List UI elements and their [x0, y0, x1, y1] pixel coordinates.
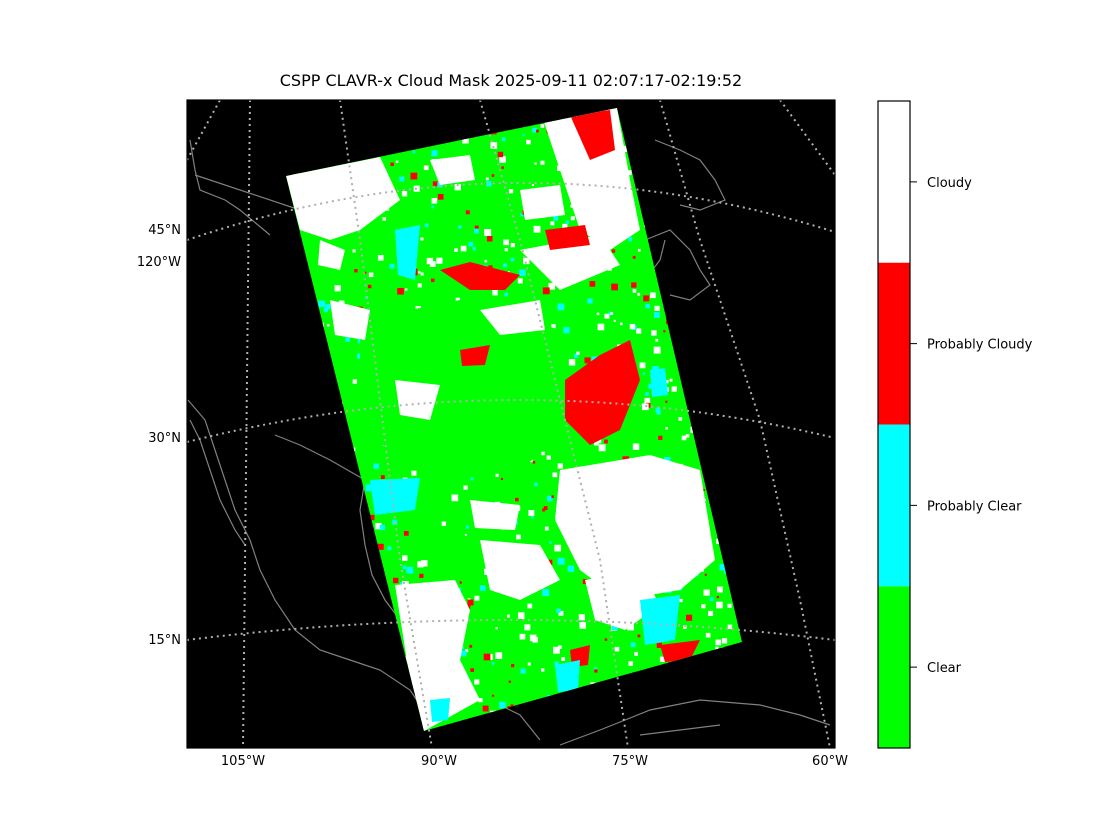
latitude-labels: 45°N 120°W 30°N 15°N [137, 223, 181, 648]
figure-title: CSPP CLAVR-x Cloud Mask 2025-09-11 02:07… [280, 71, 742, 90]
colorbar-segment-cloudy [878, 101, 910, 263]
lon-label-105w: 105°W [221, 754, 265, 769]
lat-label-30n: 30°N [148, 431, 181, 446]
colorbar-label-probably-clear: Probably Clear [927, 499, 1022, 514]
colorbar-label-clear: Clear [927, 661, 962, 676]
colorbar-label-cloudy: Cloudy [927, 176, 972, 191]
lat-label-15n: 15°N [148, 633, 181, 648]
lon-label-90w: 90°W [421, 754, 457, 769]
longitude-labels: 105°W 90°W 75°W 60°W [221, 754, 848, 769]
lon-label-60w: 60°W [812, 754, 848, 769]
lon-label-120w: 120°W [137, 255, 181, 270]
colorbar-segment-probably-cloudy [878, 262, 910, 425]
colorbar: Cloudy Probably Cloudy Probably Clear Clear [877, 100, 1033, 749]
map-panel [186, 99, 836, 749]
colorbar-label-probably-cloudy: Probably Cloudy [927, 338, 1033, 353]
colorbar-frame [877, 100, 911, 749]
lat-label-45n: 45°N [148, 223, 181, 238]
lon-label-75w: 75°W [612, 754, 648, 769]
graticule [187, 100, 835, 748]
colorbar-segment-clear [878, 586, 910, 748]
map-frame [186, 99, 836, 749]
colorbar-segment-probably-clear [878, 424, 910, 587]
